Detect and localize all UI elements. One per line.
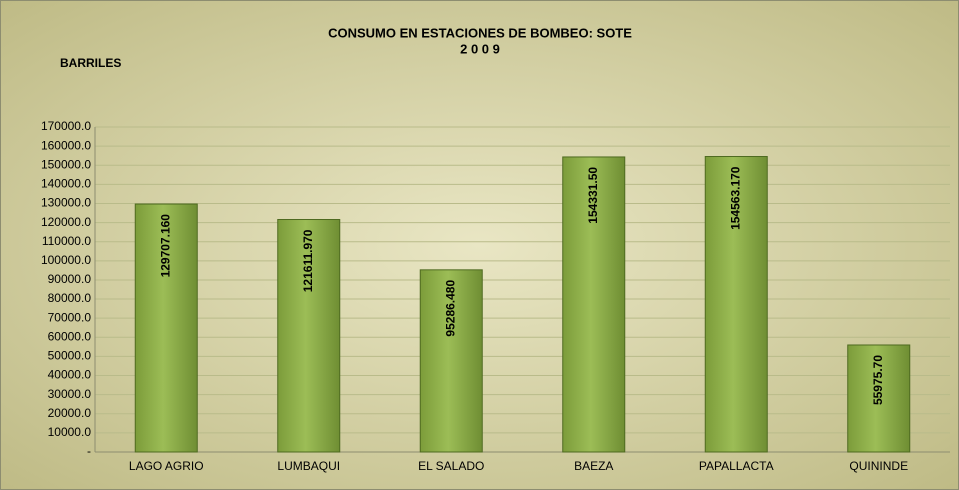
bar bbox=[562, 156, 626, 453]
y-tick-label: 40000.0 bbox=[48, 368, 92, 382]
data-label: 121611.970 bbox=[301, 229, 315, 292]
data-label: 129707.160 bbox=[158, 214, 172, 278]
y-tick-label: 90000.0 bbox=[48, 272, 92, 286]
y-tick-label: 160000.0 bbox=[41, 138, 91, 152]
x-tick-label: LAGO AGRIO bbox=[129, 459, 204, 473]
y-tick-label: 80000.0 bbox=[48, 291, 92, 305]
x-tick-label: QUININDE bbox=[849, 459, 908, 473]
y-tick-label: 10000.0 bbox=[48, 425, 92, 439]
y-tick-label: 140000.0 bbox=[41, 177, 91, 191]
y-tick-label: 150000.0 bbox=[41, 157, 91, 171]
data-label: 55975.70 bbox=[871, 355, 885, 405]
bar bbox=[134, 203, 198, 453]
chart-title: CONSUMO EN ESTACIONES DE BOMBEO: SOTE bbox=[328, 25, 632, 40]
y-tick-label: 170000.0 bbox=[41, 119, 91, 133]
y-axis-label: BARRILES bbox=[60, 56, 121, 70]
y-tick-label: 70000.0 bbox=[48, 310, 92, 324]
bar bbox=[419, 269, 483, 453]
data-label: 154563.170 bbox=[728, 166, 742, 230]
y-tick-label: - bbox=[87, 444, 91, 458]
chart-subtitle: 2 0 0 9 bbox=[460, 41, 500, 56]
data-label: 154331.50 bbox=[586, 167, 600, 224]
y-tick-label: 130000.0 bbox=[41, 196, 91, 210]
y-tick-label: 100000.0 bbox=[41, 253, 91, 267]
y-tick-label: 50000.0 bbox=[48, 349, 92, 363]
y-tick-label: 110000.0 bbox=[42, 234, 91, 248]
y-tick-label: 120000.0 bbox=[41, 215, 91, 229]
bar bbox=[704, 156, 768, 453]
x-tick-label: PAPALLACTA bbox=[699, 459, 774, 473]
data-label: 95286.480 bbox=[443, 280, 457, 337]
x-tick-label: BAEZA bbox=[574, 459, 613, 473]
y-tick-label: 60000.0 bbox=[48, 329, 92, 343]
x-tick-label: EL SALADO bbox=[418, 459, 484, 473]
bar bbox=[847, 344, 911, 453]
x-tick-label: LUMBAQUI bbox=[277, 459, 340, 473]
y-tick-label: 20000.0 bbox=[48, 406, 92, 420]
bar bbox=[277, 219, 341, 453]
y-tick-label: 30000.0 bbox=[48, 387, 92, 401]
